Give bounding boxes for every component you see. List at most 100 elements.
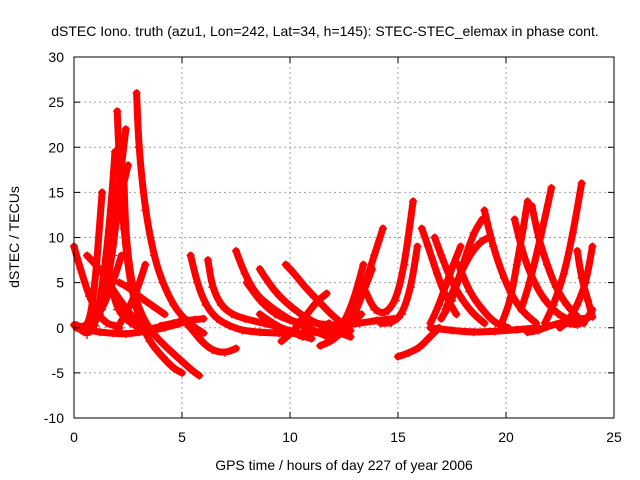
data-point	[106, 206, 115, 215]
x-tick-label: 0	[70, 429, 78, 445]
data-point	[169, 364, 178, 373]
data-point	[221, 349, 230, 357]
data-point	[294, 331, 303, 339]
data-point	[437, 251, 446, 260]
data-point	[277, 337, 286, 346]
data-point	[113, 323, 122, 332]
data-point	[521, 310, 530, 319]
series-22	[277, 289, 331, 346]
data-point	[95, 328, 104, 337]
y-tick-label: 30	[48, 49, 64, 65]
data-point	[519, 251, 528, 260]
data-point	[573, 247, 582, 255]
data-point	[430, 233, 439, 242]
data-point	[311, 319, 320, 328]
data-point	[376, 319, 385, 328]
data-point	[208, 346, 217, 355]
data-point	[203, 256, 212, 265]
data-point	[549, 301, 558, 310]
series-13	[156, 314, 208, 330]
data-point	[134, 319, 143, 328]
data-point	[512, 260, 521, 269]
data-point	[199, 329, 208, 338]
data-point	[437, 314, 446, 323]
data-point	[242, 278, 251, 287]
data-point	[370, 251, 379, 260]
data-point	[480, 319, 489, 328]
y-tick-label: 10	[48, 230, 64, 246]
data-point	[311, 328, 320, 337]
data-point	[240, 269, 249, 278]
data-point	[584, 296, 593, 305]
data-point	[121, 125, 130, 134]
data-point	[465, 287, 474, 296]
data-point	[199, 314, 208, 323]
y-axis-title: dSTEC / TECUs	[6, 186, 22, 288]
series-line	[394, 324, 443, 361]
data-point	[227, 310, 236, 319]
data-point	[311, 298, 320, 307]
data-point	[478, 305, 487, 314]
data-point	[324, 321, 333, 329]
data-point	[378, 224, 387, 233]
data-point	[452, 310, 461, 319]
data-point	[407, 283, 415, 292]
data-point	[216, 301, 225, 310]
x-axis-title: GPS time / hours of day 227 of year 2006	[215, 457, 473, 473]
data-point	[178, 314, 186, 323]
data-point	[448, 326, 456, 335]
data-point	[115, 161, 124, 170]
data-point	[95, 265, 104, 274]
data-point	[571, 315, 580, 324]
data-point	[83, 251, 91, 260]
data-point	[387, 319, 396, 328]
data-point	[543, 260, 551, 269]
data-point	[584, 313, 593, 322]
data-point	[119, 170, 128, 179]
chart-title: dSTEC Iono. truth (azu1, Lon=242, Lat=34…	[51, 23, 598, 39]
data-point	[435, 301, 443, 310]
series-29	[376, 242, 422, 328]
data-point	[134, 143, 143, 152]
data-point	[359, 260, 368, 269]
series-line	[455, 261, 512, 332]
data-point	[398, 310, 407, 319]
data-point	[238, 326, 247, 335]
data-point	[517, 305, 526, 314]
data-point	[491, 327, 500, 336]
data-point	[275, 292, 284, 301]
data-point	[333, 328, 342, 337]
data-point	[469, 328, 478, 337]
data-point	[255, 265, 264, 274]
series-21	[255, 310, 316, 343]
series-12	[87, 251, 126, 328]
data-point	[368, 265, 377, 274]
series-line	[133, 89, 208, 337]
data-point	[113, 305, 122, 314]
x-tick-label: 5	[178, 429, 186, 445]
data-point	[124, 161, 132, 170]
data-point	[553, 310, 562, 319]
data-point	[296, 316, 305, 325]
y-tick-label: 5	[56, 275, 64, 291]
series-27	[296, 314, 398, 329]
data-point	[193, 278, 202, 287]
data-point	[255, 328, 264, 337]
data-point	[255, 318, 264, 327]
data-point	[76, 265, 85, 274]
data-point	[497, 319, 506, 328]
data-point	[404, 349, 413, 357]
data-point	[540, 296, 549, 305]
data-point	[361, 287, 370, 296]
axis-ticks	[73, 56, 615, 419]
data-point	[432, 269, 441, 278]
x-tick-label: 10	[282, 429, 298, 445]
data-point	[350, 292, 359, 301]
data-point	[458, 296, 467, 305]
data-point	[536, 233, 545, 242]
y-tick-label: 15	[48, 184, 64, 200]
data-point	[126, 319, 135, 328]
data-point	[454, 260, 463, 269]
data-point	[240, 314, 249, 323]
data-point	[465, 251, 474, 260]
